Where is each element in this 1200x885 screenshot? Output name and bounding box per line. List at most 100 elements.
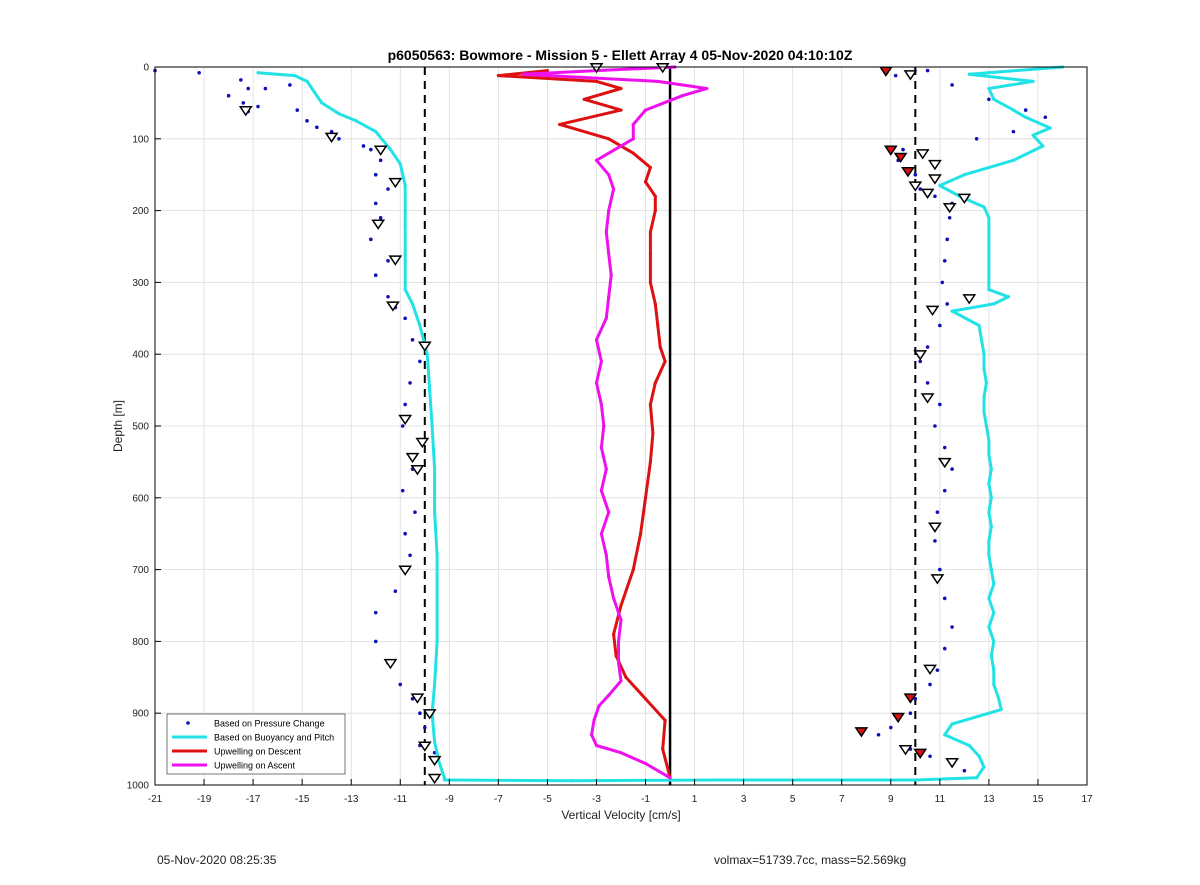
y-tick-label: 800 [132,637,149,648]
series-point-upwelling-on-ascent [607,510,611,514]
series-point-based-on-pressure-change [386,294,390,299]
y-tick-label: 200 [132,206,149,217]
ascent-marker [238,106,253,117]
ascent-marker [422,709,437,720]
series-point-based-on-pressure-change [928,682,932,687]
series-point-based-on-buoyancy-and-pitch [354,119,358,123]
series-point-based-on-buoyancy-and-pitch [989,654,993,658]
ascent-marker [928,159,942,171]
series-point-upwelling-on-ascent [609,273,613,277]
series-point-based-on-pressure-change [329,129,334,134]
x-tick-label: -5 [543,794,552,805]
series-point-based-on-pressure-change [408,553,412,558]
ascent-marker [427,755,442,767]
series-point-based-on-buoyancy-and-pitch [987,244,991,249]
series-point-based-on-pressure-change [410,697,415,701]
x-tick-label: 9 [888,794,894,805]
series-point-upwelling-on-descent [614,654,618,658]
y-tick-label: 100 [132,134,149,145]
series-point-upwelling-on-descent [653,194,657,198]
series-point-based-on-pressure-change [241,101,246,105]
series-point-based-on-buoyancy-and-pitch [374,130,378,134]
x-tick-label: 15 [1032,794,1044,805]
series-point-based-on-pressure-change [373,172,378,177]
series-point-based-on-buoyancy-and-pitch [293,74,297,78]
series-point-upwelling-on-descent [648,402,653,407]
series-point-upwelling-on-ascent [619,751,623,755]
series-point-based-on-buoyancy-and-pitch [987,453,991,457]
series-point-based-on-pressure-change [337,137,341,141]
series-point-based-on-pressure-change [913,697,918,701]
x-tick-label: 1 [692,794,698,805]
series-point-based-on-buoyancy-and-pitch [938,183,942,188]
series-point-upwelling-on-ascent [594,381,599,385]
series-point-based-on-pressure-change [373,639,378,644]
series-point-based-on-buoyancy-and-pitch [989,467,993,471]
series-point-based-on-pressure-change [288,83,292,87]
series-point-based-on-buoyancy-and-pitch [987,625,991,629]
series-point-based-on-buoyancy-and-pitch [913,778,917,782]
series-point-based-on-buoyancy-and-pitch [982,205,986,209]
series-point-based-on-buoyancy-and-pitch [437,761,442,766]
series-point-upwelling-on-ascent [616,639,621,644]
series-point-based-on-pressure-change [928,754,932,759]
series-point-based-on-pressure-change [386,187,390,191]
series-point-based-on-pressure-change [408,381,412,385]
legend-entry-buoyancy: Based on Buoyancy and Pitch [172,733,334,743]
series-point-based-on-buoyancy-and-pitch [425,352,429,356]
ascent-marker [925,305,940,316]
series-point-upwelling-on-ascent [607,209,611,213]
series-point-upwelling-on-descent [545,68,550,73]
series-point-upwelling-on-ascent [599,532,603,536]
legend: Based on Pressure Change Based on Buoyan… [166,713,346,775]
y-tick-label: 700 [132,565,149,576]
series-point-based-on-pressure-change [369,237,373,242]
series-point-upwelling-on-ascent [589,733,594,737]
series-point-upwelling-on-ascent [599,445,603,450]
series-point-based-on-pressure-change [1023,108,1028,112]
series-point-based-on-buoyancy-and-pitch [312,90,317,94]
series-point-based-on-pressure-change [950,83,954,87]
series-point-upwelling-on-ascent [631,122,635,127]
series-point-based-on-pressure-change [950,467,954,471]
series-point-based-on-buoyancy-and-pitch [1048,126,1052,130]
series-point-based-on-buoyancy-and-pitch [989,496,993,500]
series-point-based-on-pressure-change [974,137,979,141]
series-point-upwelling-on-descent [612,632,616,636]
series-point-based-on-buoyancy-and-pitch [430,424,434,428]
ascent-marker [928,522,942,533]
series-point-based-on-buoyancy-and-pitch [987,287,991,292]
x-tick-label: 13 [983,794,995,805]
series-point-upwelling-on-ascent [604,467,608,471]
x-tick-label: -7 [494,794,503,805]
series-point-based-on-pressure-change [400,488,405,493]
series-point-based-on-pressure-change [888,725,893,730]
series-point-based-on-buoyancy-and-pitch [410,302,415,306]
y-tick-label: 0 [143,63,149,74]
series-point-based-on-buoyancy-and-pitch [943,733,947,737]
series-point-based-on-pressure-change [950,625,954,629]
x-tick-label: -11 [393,794,407,805]
footer-timestamp: 05-Nov-2020 08:25:35 [157,853,277,867]
series-point-upwelling-on-ascent [594,743,599,748]
ascent-marker [930,574,945,585]
series-point-based-on-buoyancy-and-pitch [435,596,439,600]
series-point-upwelling-on-descent [639,532,643,536]
series-point-based-on-buoyancy-and-pitch [1041,144,1045,148]
ascent-marker [386,301,400,312]
series-point-based-on-pressure-change [422,725,427,730]
series-point-upwelling-on-descent [558,122,562,127]
series-point-based-on-buoyancy-and-pitch [1006,295,1011,299]
series-point-based-on-pressure-change [918,187,923,191]
series-point-upwelling-on-ascent [599,402,603,407]
series-point-upwelling-on-ascent [643,761,648,766]
series-point-based-on-buoyancy-and-pitch [1031,79,1035,83]
y-tick-label: 400 [132,350,149,361]
ascent-marker [427,773,442,785]
descent-marker [893,152,908,164]
series-point-based-on-pressure-change [373,610,378,615]
series-point-upwelling-on-descent [648,165,653,170]
series-point-upwelling-on-ascent [604,553,608,557]
legend-label-buoyancy: Based on Buoyancy and Pitch [214,733,334,743]
